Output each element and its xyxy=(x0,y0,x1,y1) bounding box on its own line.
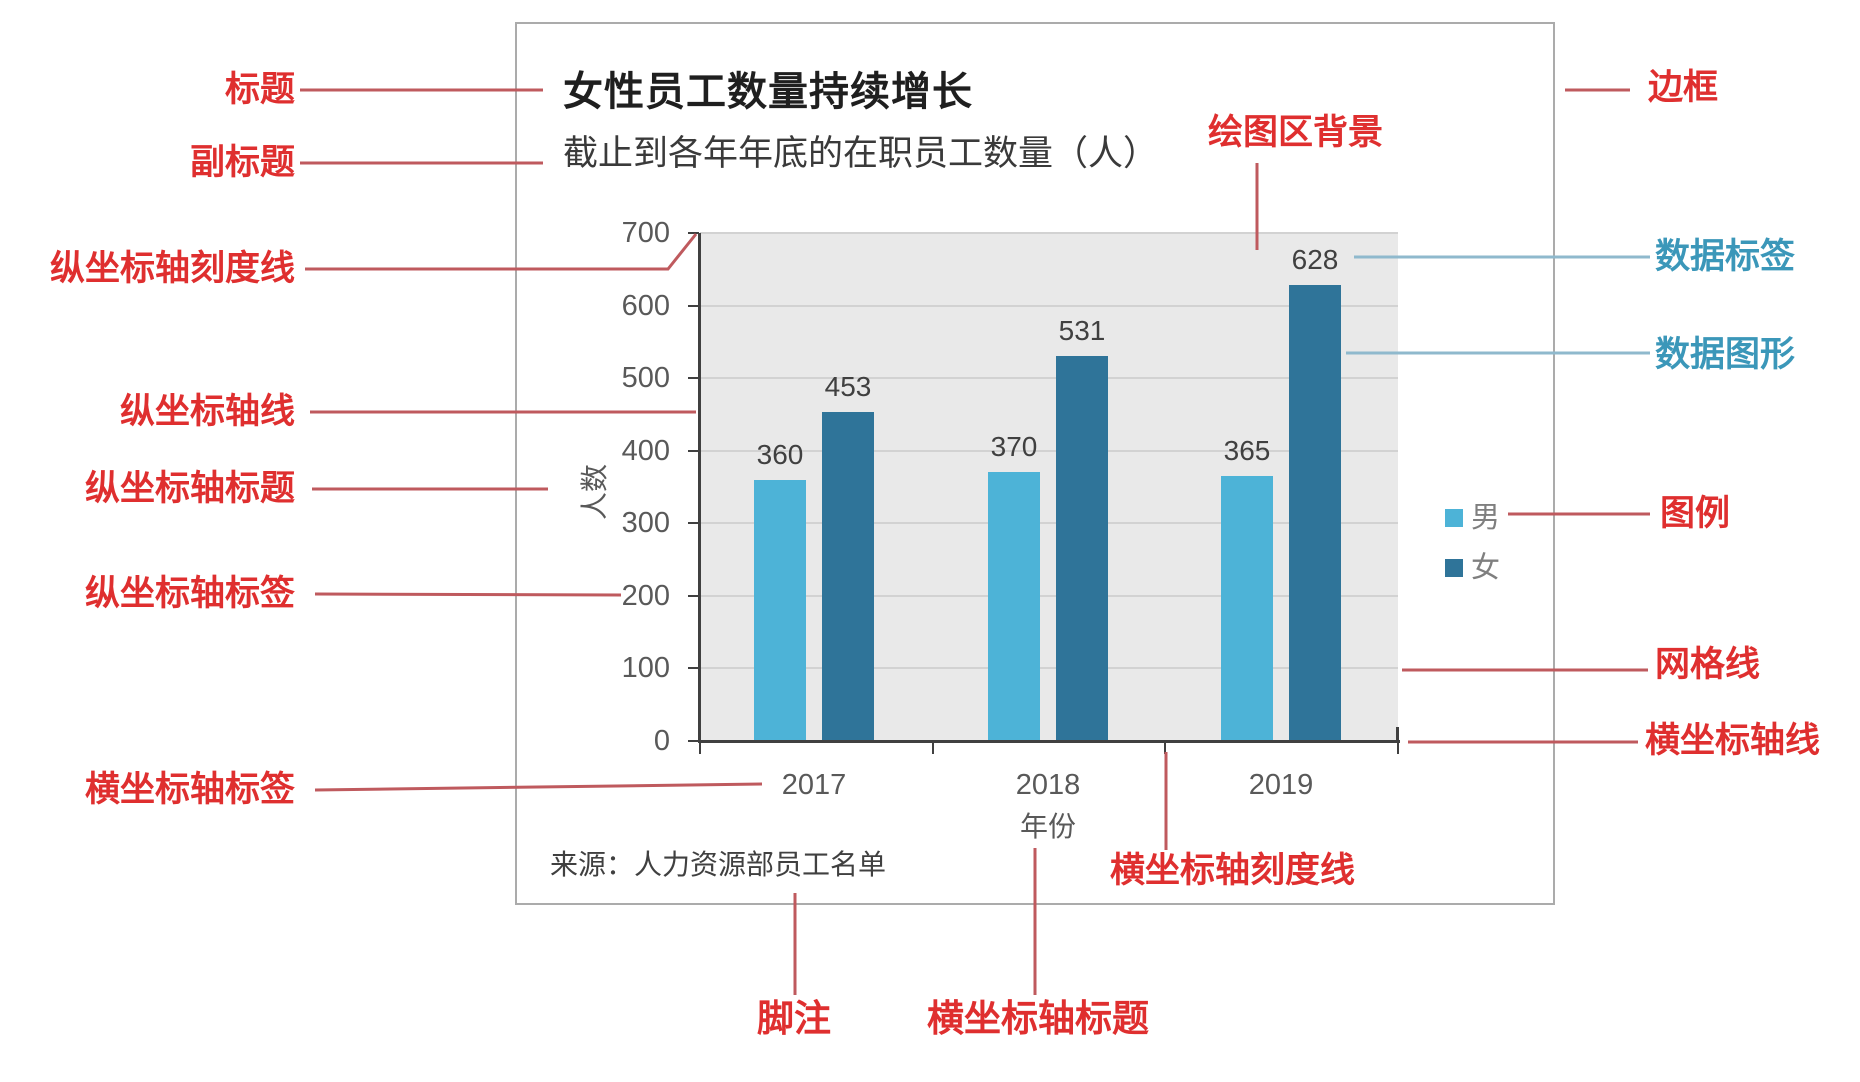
y-axis-tick-label: 500 xyxy=(621,362,670,395)
y-axis-tick-label: 0 xyxy=(653,725,670,757)
legend-swatch-female xyxy=(1445,559,1463,577)
annotation-x-axis-title: 横坐标轴标题 xyxy=(927,998,1149,1039)
y-axis-line xyxy=(698,233,701,743)
x-axis-end-tick-mark xyxy=(1396,727,1399,741)
x-axis-tick-mark xyxy=(931,743,934,754)
y-axis-tick-label: 200 xyxy=(621,579,670,612)
annotation-y-axis-line: 纵坐标轴线 xyxy=(119,392,295,431)
y-axis-tick-mark xyxy=(688,377,699,380)
data-bar-female-2018 xyxy=(1056,355,1108,741)
x-axis-tick-mark xyxy=(1397,743,1399,754)
x-axis-category-label: 2017 xyxy=(781,769,847,801)
x-axis-line xyxy=(698,740,1400,743)
chart-title: 女性员工数量持续增长 xyxy=(563,70,973,114)
data-label: 360 xyxy=(756,438,804,470)
y-axis-tick-mark xyxy=(688,304,699,307)
annotation-plot-background: 绘图区背景 xyxy=(1208,113,1384,152)
data-bar-female-2019 xyxy=(1289,285,1341,741)
gridline xyxy=(700,449,1398,452)
y-axis-tick-mark xyxy=(688,449,699,452)
annotation-x-tick-marks: 横坐标轴刻度线 xyxy=(1110,851,1356,890)
annotation-x-axis-line: 横坐标轴线 xyxy=(1645,721,1821,760)
gridline xyxy=(700,377,1398,380)
gridline xyxy=(700,232,1398,234)
x-axis-tick-mark xyxy=(699,743,701,754)
data-label: 370 xyxy=(990,431,1038,463)
data-label: 628 xyxy=(1291,244,1339,276)
annotation-footnote: 脚注 xyxy=(757,998,831,1039)
annotation-title: 标题 xyxy=(224,70,295,109)
x-axis-tick-mark xyxy=(1164,743,1167,754)
gridline xyxy=(700,667,1398,670)
y-axis-tick-mark xyxy=(688,232,699,234)
x-axis-title: 年份 xyxy=(1019,811,1076,842)
data-bar-male-2018 xyxy=(988,472,1040,741)
data-bar-male-2019 xyxy=(1221,476,1273,741)
annotation-subtitle: 副标题 xyxy=(189,143,295,182)
legend-item-male: 男 xyxy=(1445,502,1500,534)
y-axis-tick-mark xyxy=(688,667,699,670)
y-axis-tick-mark xyxy=(688,594,699,597)
chart-subtitle: 截止到各年年底的在职员工数量（人） xyxy=(563,134,1159,173)
plot-area-background xyxy=(700,233,1398,741)
y-axis-tick-label: 400 xyxy=(621,434,670,467)
data-label: 453 xyxy=(824,371,872,403)
y-axis-tick-mark xyxy=(688,522,699,525)
data-label: 531 xyxy=(1058,314,1106,346)
annotation-border: 边框 xyxy=(1648,68,1719,107)
gridline xyxy=(700,522,1398,525)
legend-item-female: 女 xyxy=(1445,552,1500,584)
legend-label-female: 女 xyxy=(1471,552,1501,584)
x-axis-category-label: 2018 xyxy=(1015,769,1081,801)
data-bar-female-2017 xyxy=(822,412,874,741)
y-axis-tick-label: 100 xyxy=(621,652,670,685)
y-axis-tick-label: 700 xyxy=(621,217,670,249)
x-axis-category-label: 2019 xyxy=(1248,769,1314,801)
data-label: 365 xyxy=(1223,435,1271,467)
annotation-y-axis-labels: 纵坐标轴标签 xyxy=(84,574,295,613)
chart-footnote: 来源：人力资源部员工名单 xyxy=(550,849,887,880)
y-axis-tick-label: 600 xyxy=(621,289,670,322)
y-axis-tick-label: 300 xyxy=(621,507,670,540)
annotation-data-shapes: 数据图形 xyxy=(1655,335,1796,374)
annotation-x-axis-labels: 横坐标轴标签 xyxy=(84,770,295,809)
gridline xyxy=(700,594,1398,597)
y-axis-tick-mark xyxy=(688,740,699,742)
legend-swatch-male xyxy=(1445,509,1463,527)
annotation-y-tick-marks: 纵坐标轴刻度线 xyxy=(49,249,295,288)
annotation-gridlines: 网格线 xyxy=(1655,645,1761,684)
annotation-legend: 图例 xyxy=(1660,494,1731,533)
data-bar-male-2017 xyxy=(754,479,806,741)
annotation-data-labels: 数据标签 xyxy=(1655,237,1796,276)
legend-label-male: 男 xyxy=(1471,502,1501,534)
gridline xyxy=(700,304,1398,307)
annotation-y-axis-title: 纵坐标轴标题 xyxy=(84,469,295,508)
